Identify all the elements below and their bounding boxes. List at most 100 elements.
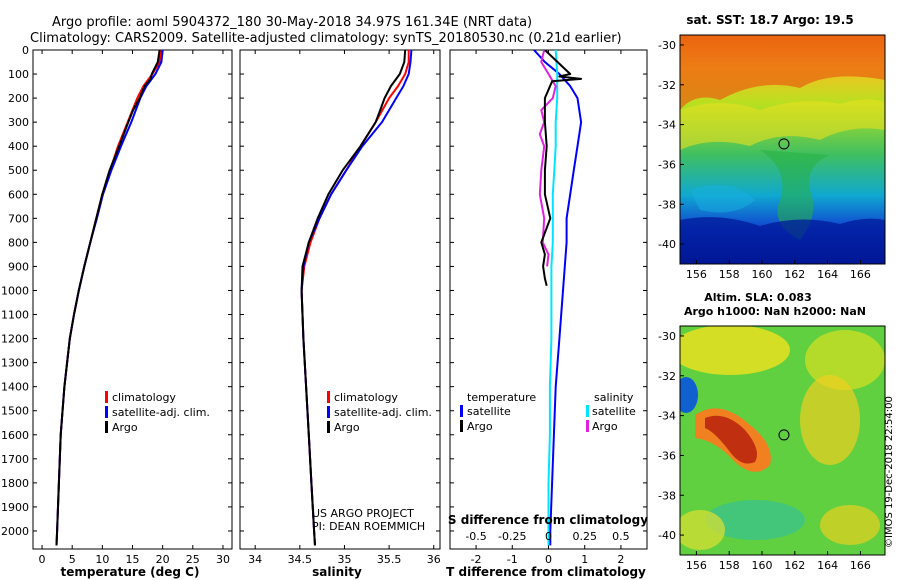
x-tick-label: 20 [156, 553, 170, 566]
temperature-satellite-diff-line [533, 50, 583, 546]
legend-swatch-climatology [105, 391, 108, 403]
legend-label-temp-satellite: satellite [467, 405, 511, 418]
difference-xlabel: T difference from climatology [446, 565, 646, 579]
sst-map-axes: 156 158 160 162 164 166 -30 -32 -34 -36 -38 -40 [658, 39, 871, 281]
s-tick-label: 0.25 [572, 530, 597, 543]
y-tick-label: 1400 [1, 381, 29, 394]
x-tick-label: -2 [471, 553, 482, 566]
map-x-tick-label: 156 [686, 268, 707, 281]
argo-temperature-line [55, 50, 161, 546]
y-tick-label: 500 [8, 164, 29, 177]
x-tick-label: 0 [545, 553, 552, 566]
map-x-tick-label: 162 [784, 559, 805, 572]
x-tick-label: 5 [69, 553, 76, 566]
legend-swatch-temp-satellite [460, 405, 463, 417]
legend-label-climatology: climatology [112, 391, 176, 404]
legend-label-satellite: satellite-adj. clim. [112, 406, 210, 419]
salinity-y-ticks [240, 49, 440, 532]
legend-swatch-satellite [327, 406, 330, 418]
map-y-tick-label: -32 [658, 79, 676, 92]
x-tick-label: 34 [248, 553, 262, 566]
y-tick-label: 1100 [1, 309, 29, 322]
x-tick-label: 2 [617, 553, 624, 566]
y-tick-label: 1200 [1, 333, 29, 346]
sst-green-tongue [760, 150, 830, 240]
map-x-tick-label: 162 [784, 268, 805, 281]
sst-map-frame [679, 34, 886, 265]
y-tick-label: 1800 [1, 477, 29, 490]
x-tick-label: 25 [186, 553, 200, 566]
sla-field [680, 326, 885, 555]
legend-label-argo: Argo [112, 421, 138, 434]
y-tick-label: 1700 [1, 453, 29, 466]
sla-hot-core [705, 415, 758, 464]
map-x-tick-label: 166 [850, 559, 871, 572]
x-tick-label: 15 [126, 553, 140, 566]
y-tick-label: 200 [8, 92, 29, 105]
y-tick-label: 100 [8, 68, 29, 81]
salinity-legend: climatology satellite-adj. clim. Argo [327, 391, 432, 434]
map-y-tick-label: -38 [658, 198, 676, 211]
sst-warm-patch [680, 35, 885, 110]
temperature-legend: climatology satellite-adj. clim. Argo [105, 391, 210, 434]
sla-map-subtitle: Argo h1000: NaN h2000: NaN [684, 305, 866, 318]
map-y-tick-label: -40 [658, 529, 676, 542]
sla-map-title: Altim. SLA: 0.083 [704, 291, 811, 304]
y-tick-label: 1600 [1, 429, 29, 442]
legend-swatch-climatology [327, 391, 330, 403]
s-tick-label: -0.25 [498, 530, 526, 543]
x-tick-label: 35 [337, 553, 351, 566]
map-y-tick-label: -32 [658, 370, 676, 383]
legend-temperature-title: temperature [467, 391, 536, 404]
legend-swatch-argo [327, 421, 330, 433]
map-y-tick-label: -34 [658, 119, 676, 132]
x-tick-label: 30 [216, 553, 230, 566]
sst-cyan-swirl [690, 184, 755, 213]
salinity-series [300, 50, 413, 546]
map-x-tick-label: 160 [752, 559, 773, 572]
legend-swatch-temp-argo [460, 420, 463, 432]
map-x-tick-label: 166 [850, 268, 871, 281]
legend-swatch-sal-satellite [586, 405, 589, 417]
sst-argo-location-marker [778, 138, 790, 150]
y-tick-label: 2000 [1, 525, 29, 538]
satellite-salinity-line [300, 50, 413, 546]
temperature-xlabel: temperature (deg C) [61, 565, 200, 579]
legend-swatch-argo [105, 421, 108, 433]
map-x-tick-label: 158 [719, 559, 740, 572]
map-x-tick-label: 156 [686, 559, 707, 572]
y-tick-label: 0 [22, 44, 29, 57]
map-y-tick-label: -36 [658, 449, 676, 462]
salinity-argo-diff-line [538, 50, 557, 267]
map-y-tick-label: -30 [658, 330, 676, 343]
x-tick-label: 35.5 [377, 553, 402, 566]
salinity-x-axis: 34 34.5 35 35.5 36 [248, 50, 441, 566]
x-tick-label: 36 [427, 553, 441, 566]
sla-yellow-sw [680, 510, 725, 550]
s-tick-label: 0 [545, 530, 552, 543]
climatology-temperature-line [55, 50, 163, 546]
legend-label-sal-argo: Argo [592, 420, 618, 433]
map-y-tick-label: -34 [658, 410, 676, 423]
salinity-axes-frame [239, 49, 441, 550]
y-tick-label: 1300 [1, 357, 29, 370]
sst-map-title: sat. SST: 18.7 Argo: 19.5 [686, 13, 853, 27]
legend-label-climatology: climatology [334, 391, 398, 404]
sla-cool-west [680, 377, 698, 413]
climatology-salinity-line [300, 50, 410, 546]
sla-argo-location-marker [778, 429, 790, 441]
map-y-tick-label: -40 [658, 238, 676, 251]
difference-series [533, 50, 583, 546]
temperature-series [55, 50, 164, 546]
s-tick-label: -0.5 [465, 530, 486, 543]
x-tick-label: -1 [507, 553, 518, 566]
argo-salinity-line [300, 50, 407, 546]
y-tick-label: 800 [8, 236, 29, 249]
temperature-axes-frame [32, 49, 233, 550]
y-tick-label: 900 [8, 260, 29, 273]
y-tick-label: 300 [8, 116, 29, 129]
x-tick-label: 1 [581, 553, 588, 566]
difference-legend: temperature satellite Argo salinity sate… [460, 391, 636, 433]
map-x-tick-label: 164 [817, 559, 838, 572]
